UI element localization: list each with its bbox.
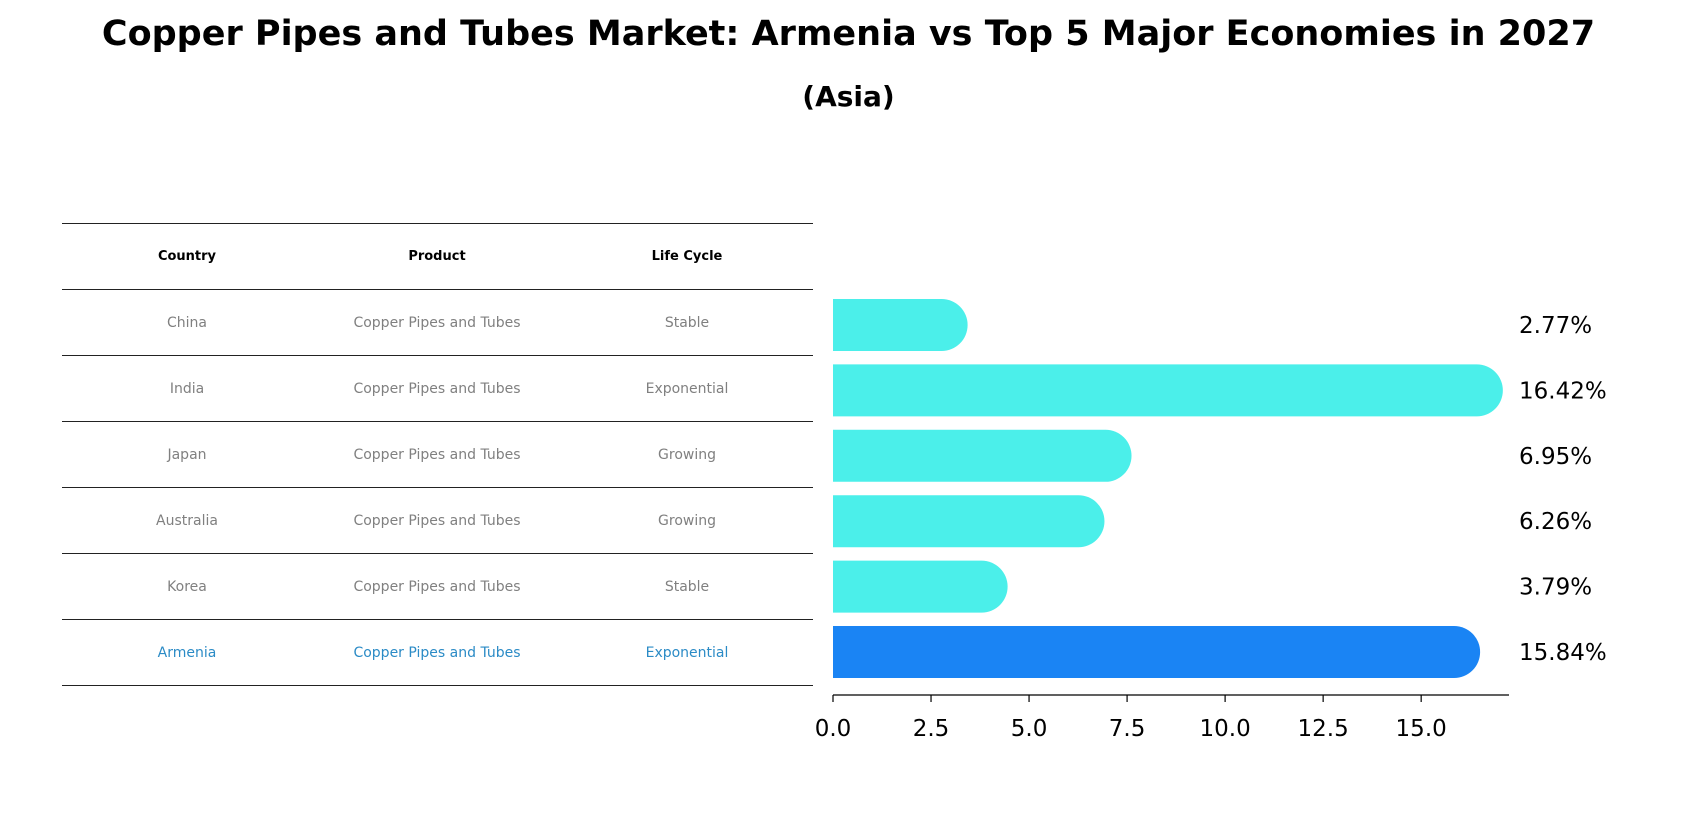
x-axis: 0.0 2.5 5.0 7.5 10.0 12.5 15.0 xyxy=(815,694,1509,742)
x-tick-label: 2.5 xyxy=(913,716,950,742)
bar-australia xyxy=(833,495,1105,548)
table-row: China Copper Pipes and Tubes Stable xyxy=(62,289,813,355)
cell-life-cycle: Stable xyxy=(664,315,710,331)
value-label: 16.42% xyxy=(1519,378,1607,404)
table-row: Australia Copper Pipes and Tubes Growing xyxy=(62,487,813,553)
cell-life-cycle: Stable xyxy=(664,579,710,595)
table-row-highlight: Armenia Copper Pipes and Tubes Exponenti… xyxy=(62,619,813,686)
header-product: Product xyxy=(408,249,466,264)
cell-product: Copper Pipes and Tubes xyxy=(353,381,521,397)
chart-title: Copper Pipes and Tubes Market: Armenia v… xyxy=(101,14,1596,54)
cell-life-cycle: Exponential xyxy=(645,381,729,397)
table-row: India Copper Pipes and Tubes Exponential xyxy=(62,355,813,421)
bar-japan xyxy=(833,429,1132,482)
value-label: 6.26% xyxy=(1519,509,1592,535)
x-tick-label: 0.0 xyxy=(815,716,852,742)
value-label: 3.79% xyxy=(1519,575,1592,601)
value-label: 15.84% xyxy=(1519,640,1607,666)
cell-country: Armenia xyxy=(157,645,217,661)
cell-country: Australia xyxy=(156,513,218,529)
chart-subtitle: (Asia) xyxy=(802,80,895,113)
cell-country: India xyxy=(169,381,205,397)
x-tick-label: 15.0 xyxy=(1396,716,1447,742)
cell-country: China xyxy=(167,315,207,331)
cell-product: Copper Pipes and Tubes xyxy=(353,447,521,463)
x-tick-label: 5.0 xyxy=(1011,716,1048,742)
cell-country: Korea xyxy=(167,579,207,595)
table-header-row: Country Product Life Cycle xyxy=(62,223,813,289)
value-labels-group: 2.77% 16.42% 6.95% 6.26% 3.79% 15.84% xyxy=(1519,313,1607,666)
cell-life-cycle: Exponential xyxy=(645,645,729,661)
x-tick-label: 12.5 xyxy=(1298,716,1349,742)
value-label: 6.95% xyxy=(1519,444,1592,470)
bars-group xyxy=(833,299,1503,678)
bar-india xyxy=(833,364,1503,417)
header-life-cycle: Life Cycle xyxy=(651,249,723,264)
table-row: Japan Copper Pipes and Tubes Growing xyxy=(62,421,813,487)
cell-product: Copper Pipes and Tubes xyxy=(353,513,521,529)
cell-life-cycle: Growing xyxy=(658,447,716,463)
cell-product: Copper Pipes and Tubes xyxy=(353,315,521,331)
bar-korea xyxy=(833,560,1008,613)
x-tick-label: 7.5 xyxy=(1109,716,1146,742)
cell-product: Copper Pipes and Tubes xyxy=(353,645,521,661)
data-table: Country Product Life Cycle China Copper … xyxy=(62,223,813,686)
bar-armenia xyxy=(833,626,1481,678)
bar-china xyxy=(833,299,968,351)
value-label: 2.77% xyxy=(1519,313,1592,339)
cell-product: Copper Pipes and Tubes xyxy=(353,579,521,595)
x-tick-label: 10.0 xyxy=(1200,716,1251,742)
table-row: Korea Copper Pipes and Tubes Stable xyxy=(62,553,813,619)
header-country: Country xyxy=(157,249,217,264)
cell-life-cycle: Growing xyxy=(658,513,716,529)
cell-country: Japan xyxy=(167,447,207,463)
